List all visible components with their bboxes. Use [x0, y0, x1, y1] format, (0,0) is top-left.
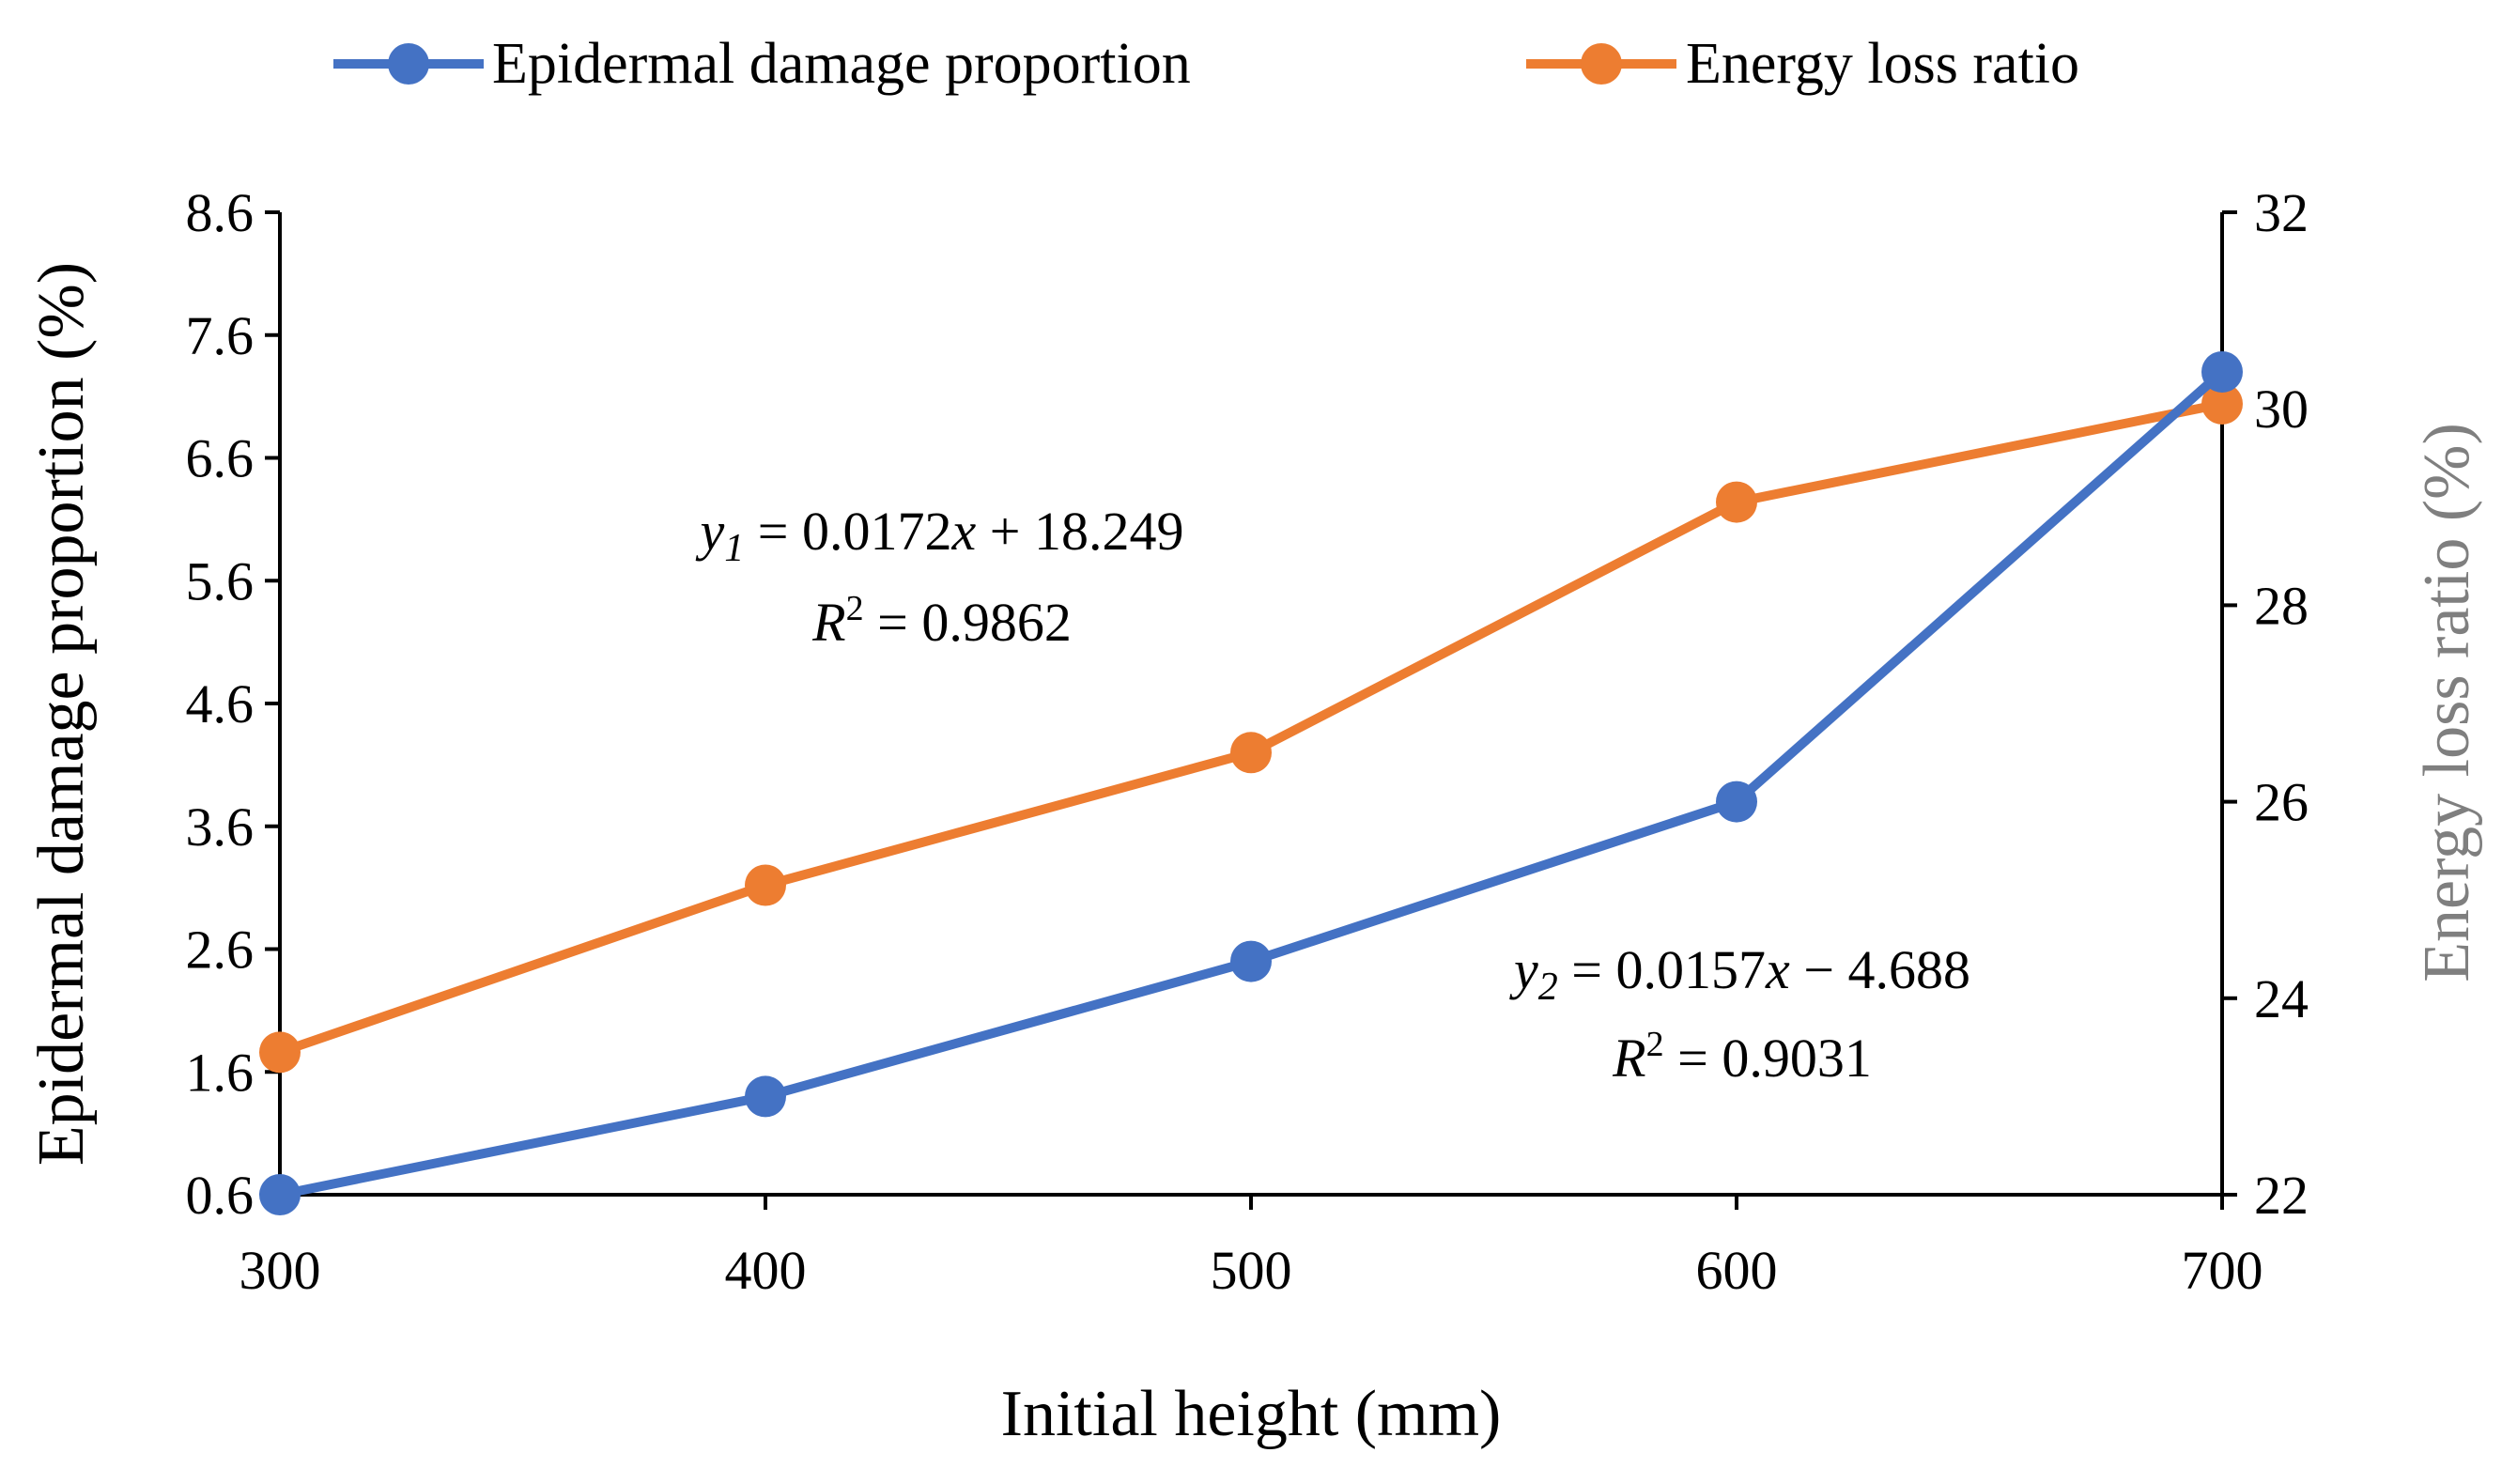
equation-damage-line2: R2 = 0.9031 — [1612, 1025, 1872, 1089]
legend-item-damage: Epidermal damage proportion — [333, 32, 1191, 96]
legend-label-damage: Epidermal damage proportion — [492, 32, 1191, 96]
eq1-subscript: 1 — [724, 527, 744, 570]
eq2-r: R — [1612, 1028, 1645, 1089]
right-y-tick-label: 26 — [2254, 772, 2309, 833]
left-y-tick-label: 2.6 — [186, 920, 255, 981]
eq1-r: R — [811, 592, 845, 653]
eq1-r-sup: 2 — [846, 589, 864, 628]
eq1-rest: = 0.0172 — [744, 501, 951, 562]
right-y-tick-label: 22 — [2254, 1165, 2309, 1226]
x-tick-label: 500 — [1211, 1240, 1292, 1301]
x-axis-title: Initial height (mm) — [1001, 1378, 1502, 1450]
series-damage — [259, 350, 2243, 1215]
equation-energy-line2: R2 = 0.9862 — [811, 589, 1072, 653]
series-energy — [259, 382, 2243, 1074]
right-y-tick-label: 32 — [2254, 182, 2309, 243]
left-y-tick-label: 1.6 — [186, 1042, 255, 1103]
data-point-damage — [2201, 350, 2243, 393]
equation-energy: y1 = 0.0172x + 18.249 R2 = 0.9862 — [696, 501, 1184, 653]
equation-energy-line1: y1 = 0.0172x + 18.249 — [696, 501, 1184, 570]
left-y-tick-label: 7.6 — [186, 305, 255, 366]
left-y-axis-title: Epidermal damage proportion (%) — [25, 262, 98, 1166]
legend: Epidermal damage proportion Energy loss … — [333, 32, 2079, 96]
left-y-ticks: 0.6 1.6 2.6 3.6 4.6 5.6 6.6 7.6 8.6 — [186, 182, 280, 1226]
right-y-axis-title: Energy loss ratio (%) — [2411, 423, 2483, 982]
eq2-r-value: = 0.9031 — [1664, 1028, 1872, 1089]
right-y-tick-label: 28 — [2254, 575, 2309, 636]
data-point-damage — [1716, 781, 1757, 823]
left-y-tick-label: 8.6 — [186, 182, 255, 243]
legend-swatch-marker-damage — [388, 43, 429, 85]
series-line-damage — [279, 368, 2226, 1199]
x-tick-label: 400 — [725, 1240, 807, 1301]
data-point-damage — [259, 1174, 301, 1215]
right-y-tick-label: 24 — [2254, 968, 2309, 1029]
data-point-damage — [745, 1075, 786, 1118]
x-tick-label: 700 — [2182, 1240, 2263, 1301]
x-tick-label: 600 — [1696, 1240, 1778, 1301]
eq1-x: x — [951, 501, 977, 562]
legend-item-energy: Energy loss ratio — [1526, 32, 2079, 96]
left-y-tick-label: 5.6 — [186, 550, 255, 611]
legend-swatch-marker-energy — [1581, 43, 1622, 85]
left-y-tick-label: 3.6 — [186, 796, 255, 858]
x-tick-label: 300 — [239, 1240, 321, 1301]
eq2-rest: = 0.0157 — [1558, 939, 1766, 1000]
eq2-r-sup: 2 — [1646, 1025, 1664, 1064]
right-y-tick-label: 30 — [2254, 379, 2309, 440]
eq2-tail: − 4.688 — [1790, 939, 1970, 1000]
eq2-x: x — [1765, 939, 1790, 1000]
legend-label-energy: Energy loss ratio — [1686, 32, 2079, 96]
eq1-r-value: = 0.9862 — [864, 592, 1072, 653]
data-point-energy — [1230, 732, 1272, 774]
eq1-y: y — [696, 501, 725, 562]
data-point-energy — [1716, 481, 1757, 523]
data-point-damage — [1230, 940, 1272, 982]
data-point-energy — [259, 1031, 301, 1074]
equation-damage-line1: y2 = 0.0157x − 4.688 — [1509, 939, 1970, 1009]
eq2-subscript: 2 — [1538, 966, 1558, 1009]
left-y-tick-label: 4.6 — [186, 673, 255, 734]
data-point-energy — [2201, 382, 2243, 425]
equation-damage: y2 = 0.0157x − 4.688 R2 = 0.9031 — [1509, 939, 1970, 1089]
eq1-tail: + 18.249 — [976, 501, 1183, 562]
left-y-tick-label: 0.6 — [186, 1165, 255, 1226]
right-y-ticks: 22 24 26 28 30 32 — [2222, 182, 2309, 1226]
series-layer — [259, 350, 2243, 1215]
axes — [278, 212, 2224, 1197]
eq2-y: y — [1509, 939, 1538, 1000]
x-ticks: 300 400 500 600 700 — [239, 1195, 2263, 1301]
left-y-tick-label: 6.6 — [186, 428, 255, 489]
data-point-energy — [745, 864, 786, 906]
